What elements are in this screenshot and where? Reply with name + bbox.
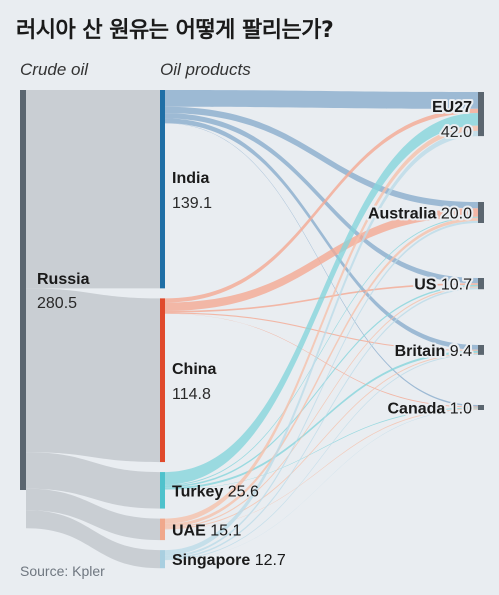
label-turkey: Turkey 25.6 [172, 483, 259, 500]
flow-india-to-eu27 [165, 90, 478, 109]
column-header-crude-oil: Crude oil [20, 60, 89, 79]
label-china-value: 114.8 [172, 386, 211, 403]
label-uae: UAE 15.1 [172, 522, 241, 539]
label-singapore: Singapore 12.7 [172, 552, 286, 569]
label-eu27-value: 42.0 [441, 124, 472, 141]
label-australia-value: 20.0 [441, 206, 472, 223]
node-bar-singapore [160, 550, 165, 569]
label-canada-name: Canada [388, 401, 450, 418]
node-bar-china [160, 298, 165, 463]
label-singapore-name: Singapore [172, 552, 255, 569]
flow-links [26, 90, 478, 569]
label-turkey-value: 25.6 [228, 483, 259, 500]
label-russia-value: 280.5 [37, 295, 77, 312]
flow-russia-to-turkey [26, 452, 160, 509]
label-australia: Australia 20.0 [368, 206, 472, 223]
label-us-name: US [414, 277, 441, 294]
label-turkey-name: Turkey [172, 483, 228, 500]
flow-uae-to-eu27 [165, 125, 478, 524]
node-bar-australia [478, 202, 484, 223]
label-eu27-name: EU27 [432, 99, 472, 116]
flow-china-to-canada [165, 313, 478, 408]
label-us-value: 10.7 [441, 277, 472, 294]
flow-turkey-to-australia [165, 216, 478, 486]
source-note: Source: Kpler [20, 563, 105, 579]
label-australia-name: Australia [368, 206, 441, 223]
node-bar-eu27 [478, 92, 484, 137]
label-singapore-value: 12.7 [255, 552, 286, 569]
node-bar-uae [160, 518, 165, 541]
label-britain-value: 9.4 [450, 343, 472, 360]
flow-uae-to-britain [165, 352, 478, 530]
flow-nodes [20, 90, 484, 569]
flow-singapore-to-canada [165, 409, 478, 561]
node-bar-turkey [160, 472, 165, 509]
label-britain-name: Britain [395, 343, 450, 360]
node-bar-russia [20, 90, 26, 490]
flow-singapore-to-britain [165, 353, 478, 560]
label-russia-name: Russia [37, 271, 90, 288]
flow-china-to-britain [165, 312, 478, 351]
node-bar-us [478, 278, 484, 290]
label-us: US 10.7 [414, 277, 472, 294]
flow-singapore-to-australia [165, 220, 478, 558]
column-header-oil-products: Oil products [160, 60, 251, 79]
label-uae-name: UAE [172, 522, 210, 539]
label-china-name: China [172, 361, 217, 378]
flow-russia-to-india [26, 90, 160, 289]
node-bar-britain [478, 345, 484, 355]
flow-turkey-to-us [165, 284, 478, 488]
flow-india-to-britain [165, 118, 478, 350]
chart-title: 러시아 산 원유는 어떻게 팔리는가? [16, 18, 334, 43]
flow-china-to-australia [165, 208, 478, 311]
label-canada: Canada 1.0 [388, 401, 473, 418]
flow-russia-to-uae [26, 488, 160, 541]
flow-russia-to-china [26, 288, 160, 463]
label-india-name: India [172, 170, 209, 187]
flow-india-to-canada [165, 123, 478, 407]
flow-singapore-to-eu27 [165, 130, 478, 556]
flow-uae-to-canada [165, 408, 478, 530]
flow-uae-to-australia [165, 217, 478, 527]
flow-turkey-to-canada [165, 407, 478, 490]
label-canada-value: 1.0 [450, 401, 472, 418]
flow-singapore-to-us [165, 287, 478, 560]
flow-india-to-australia [165, 106, 478, 209]
label-india-value: 139.1 [172, 195, 212, 212]
node-bar-canada [478, 405, 484, 410]
flow-uae-to-us [165, 286, 478, 529]
flow-turkey-to-eu27 [165, 113, 478, 485]
label-uae-value: 15.1 [210, 522, 241, 539]
label-britain: Britain 9.4 [395, 343, 472, 360]
flow-india-to-us [165, 113, 478, 284]
node-labels: Russia 280.5 India 139.1 China 114.8 Turkey 25… [37, 97, 474, 569]
flow-turkey-to-britain [165, 350, 478, 490]
flow-china-to-eu27 [165, 108, 478, 303]
node-bar-india [160, 90, 165, 289]
flow-russia-to-singapore [26, 510, 160, 569]
